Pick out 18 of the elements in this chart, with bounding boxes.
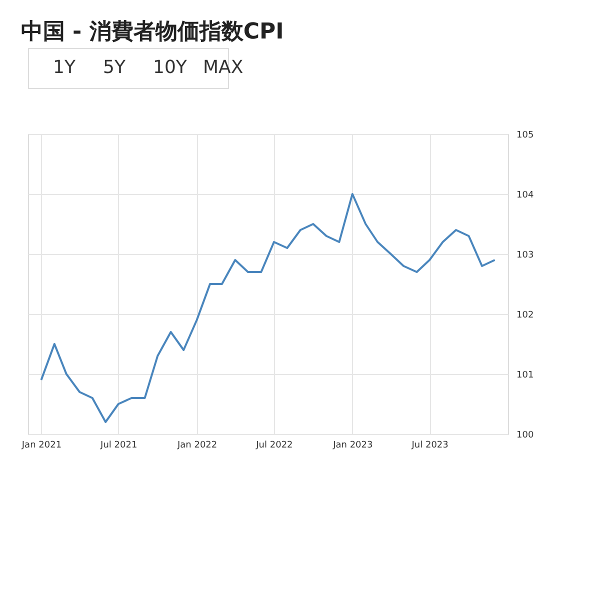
- x-tick-label: Jul 2022: [255, 440, 293, 450]
- x-tick-label: Jan 2021: [20, 440, 62, 450]
- y-tick-label: 105: [516, 130, 534, 140]
- text: MAX: [203, 57, 244, 78]
- y-tick-label: 103: [516, 250, 534, 260]
- y-tick-label: 104: [516, 190, 534, 200]
- x-tick-label: Jan 2022: [176, 440, 218, 450]
- text: 10Y: [153, 57, 188, 78]
- chart-title: 中国 - 消費者物価指数CPI: [20, 20, 284, 44]
- line-series: [40, 193, 496, 423]
- x-tick-label: Jul 2023: [410, 440, 448, 450]
- x-tick-label: Jul 2021: [100, 440, 138, 450]
- x-tick-label: Jan 2023: [332, 440, 373, 450]
- y-tick-label: 101: [516, 370, 534, 380]
- text: 5Y: [103, 57, 126, 78]
- text: 1Y: [53, 57, 76, 78]
- y-tick-label: 102: [516, 310, 534, 320]
- y-tick-label: 100: [516, 430, 534, 440]
